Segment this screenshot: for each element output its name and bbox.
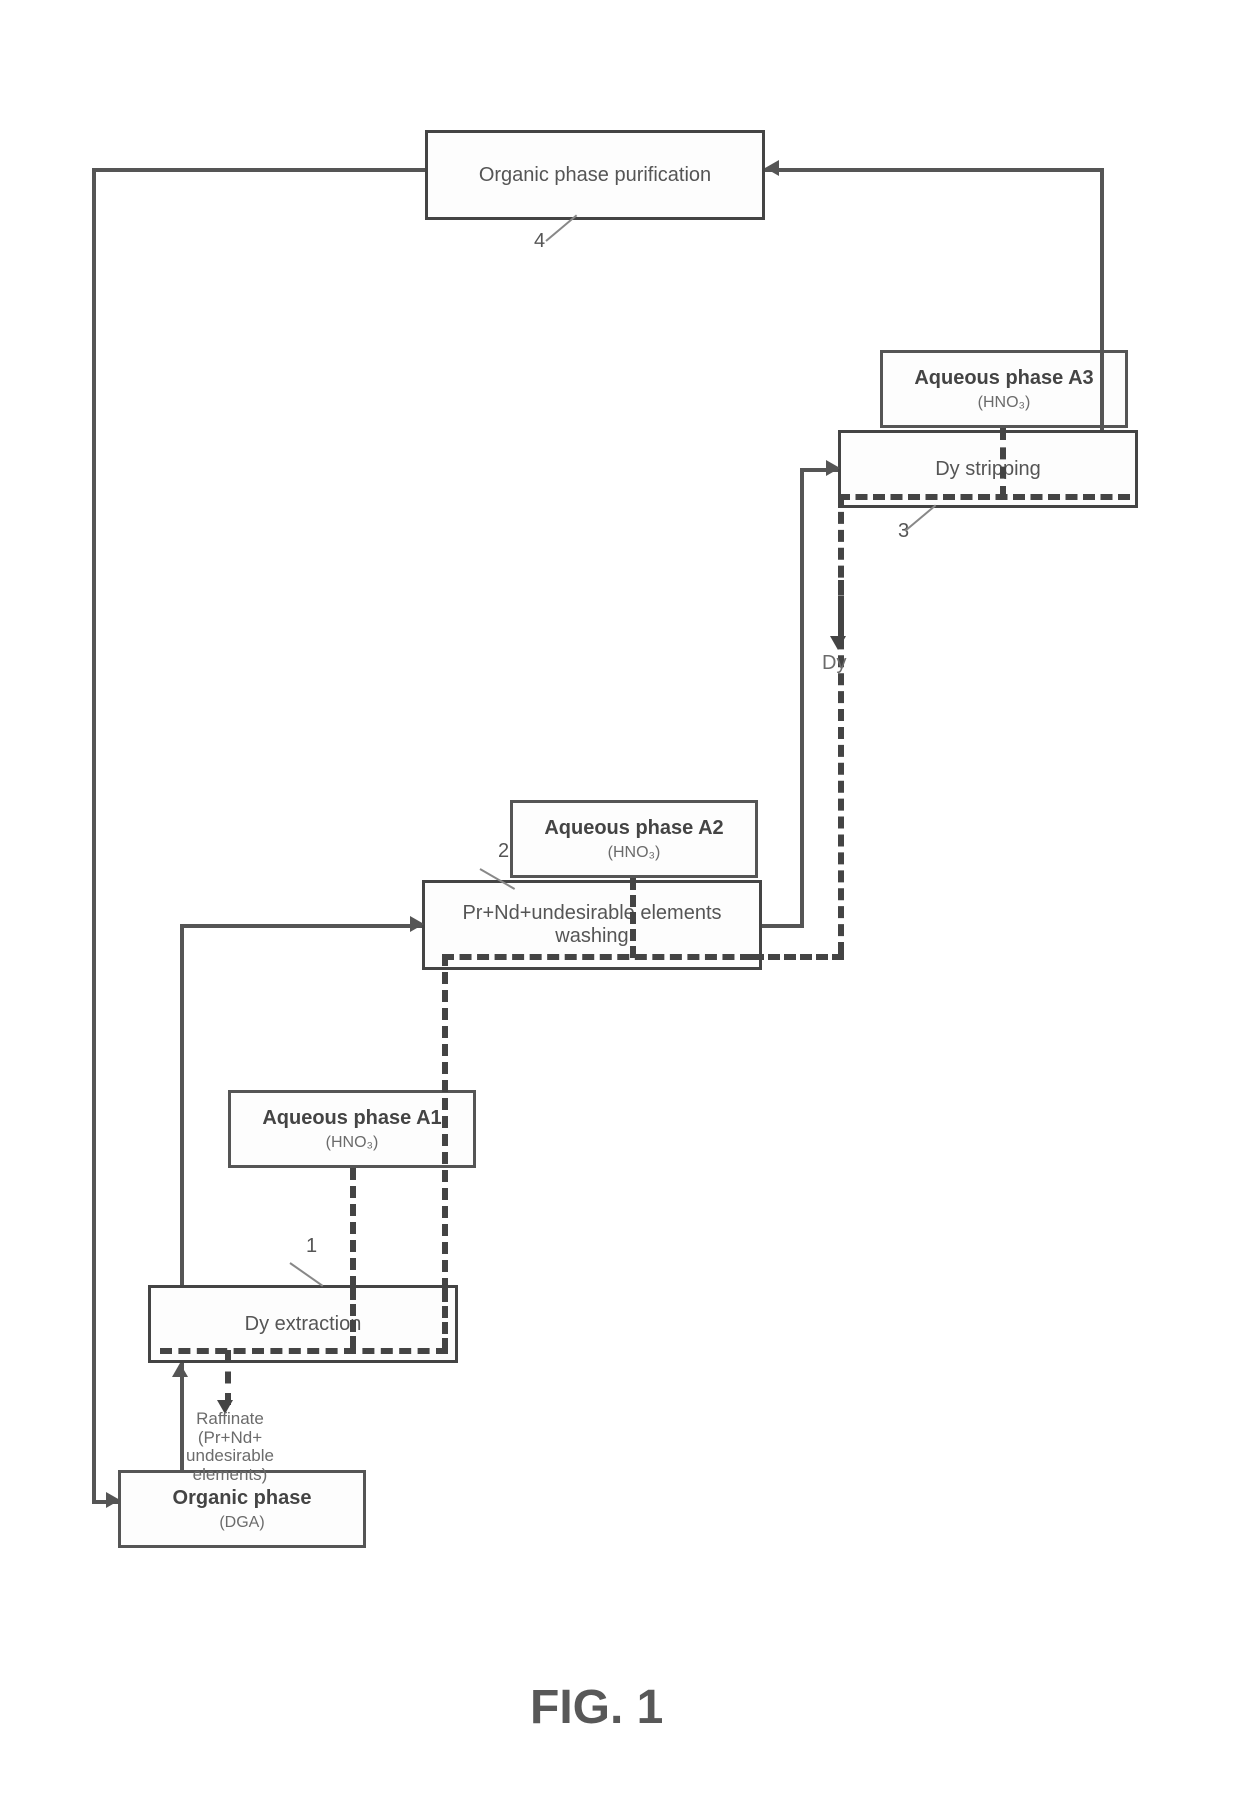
dash-a1-p1-join xyxy=(442,1290,448,1350)
arrowhead-into-p3 xyxy=(826,460,840,476)
aqueous-a1-title: Aqueous phase A1 xyxy=(262,1107,441,1129)
raffinate-label: Raffinate (Pr+Nd+ undesirable elements) xyxy=(140,1410,320,1485)
dash-through-p2 xyxy=(442,954,752,960)
leader-1 xyxy=(289,1262,323,1287)
figure-caption: FIG. 1 xyxy=(530,1680,663,1735)
dash-a3-to-p3 xyxy=(1000,428,1006,498)
raffinate-l3: undesirable xyxy=(186,1446,274,1465)
arrowhead-organic-to-p1 xyxy=(172,1363,188,1377)
diagram-canvas: Organic phase (DGA) Aqueous phase A1 (HN… xyxy=(0,0,1240,1810)
raffinate-l4: elements) xyxy=(193,1465,268,1484)
aqueous-a1-sub: (HNO₃) xyxy=(326,1134,379,1152)
dash-p2-p3-h1 xyxy=(752,954,844,960)
flow-p3-p4-v xyxy=(1100,168,1104,430)
aqueous-a3-sub: (HNO₃) xyxy=(978,394,1031,412)
raffinate-l1: Raffinate xyxy=(196,1409,264,1428)
aqueous-a2-title: Aqueous phase A2 xyxy=(544,817,723,839)
p4-label: Organic phase purification xyxy=(479,164,711,187)
callout-4: 4 xyxy=(534,230,545,253)
dash-a1-into-p1 xyxy=(350,1288,356,1348)
p2-label: Pr+Nd+undesirable elements washing xyxy=(425,902,759,948)
dash-a1-to-p1 xyxy=(350,1168,356,1288)
flow-p1-p2-h xyxy=(180,924,422,928)
arrowhead-into-p2 xyxy=(410,916,424,932)
flow-p3-p4-h xyxy=(765,168,1104,172)
callout-1: 1 xyxy=(306,1235,317,1258)
dash-through-p3 xyxy=(838,494,1130,500)
aqueous-a3-title: Aqueous phase A3 xyxy=(914,367,1093,389)
process-organic-purification: Organic phase purification xyxy=(425,130,765,220)
leader-3 xyxy=(904,505,936,532)
arrowhead-into-p4 xyxy=(765,160,779,176)
callout-2: 2 xyxy=(498,840,509,863)
aqueous-a1-input: Aqueous phase A1 (HNO₃) xyxy=(228,1090,476,1168)
dy-output-label: Dy xyxy=(822,652,846,674)
flow-p4-recycle-v xyxy=(92,168,96,1503)
flow-p4-recycle-h xyxy=(92,168,425,172)
arrowhead-recycle xyxy=(106,1492,120,1508)
p1-label: Dy extraction xyxy=(245,1313,362,1336)
dash-dy-out xyxy=(838,580,844,640)
dash-raffinate-out-v xyxy=(225,1350,231,1405)
callout-3: 3 xyxy=(898,520,909,543)
dash-p1-p2-v xyxy=(442,954,448,1290)
dash-through-p1 xyxy=(160,1348,448,1354)
aqueous-a2-input: Aqueous phase A2 (HNO₃) xyxy=(510,800,758,878)
raffinate-l2: (Pr+Nd+ xyxy=(198,1428,262,1447)
organic-phase-sub: (DGA) xyxy=(219,1514,264,1532)
aqueous-a3-input: Aqueous phase A3 (HNO₃) xyxy=(880,350,1128,428)
flow-p1-p2-v1 xyxy=(180,924,184,1285)
flow-p2-p3-h1 xyxy=(762,924,802,928)
aqueous-a2-sub: (HNO₃) xyxy=(608,844,661,862)
dash-a2-to-p2 xyxy=(630,878,636,958)
arrowhead-dy xyxy=(830,636,846,650)
organic-phase-title: Organic phase xyxy=(173,1487,312,1509)
flow-p2-p3-v xyxy=(800,468,804,928)
dash-p2-p3-v xyxy=(838,494,844,954)
p3-label: Dy stripping xyxy=(935,458,1041,481)
